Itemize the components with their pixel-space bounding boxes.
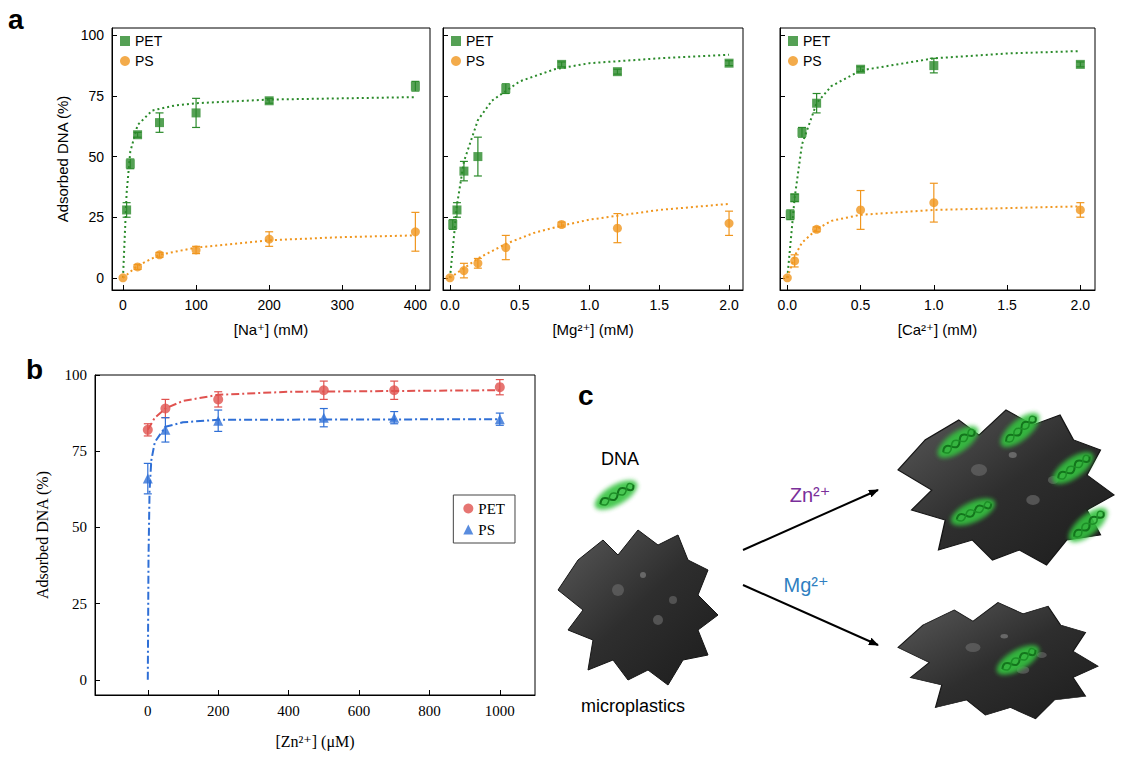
svg-text:PET: PET <box>478 501 505 517</box>
svg-text:75: 75 <box>72 443 87 459</box>
svg-text:100: 100 <box>65 367 88 383</box>
svg-text:2.0: 2.0 <box>719 297 739 313</box>
svg-text:0: 0 <box>80 672 88 688</box>
svg-text:[Na⁺] (mM): [Na⁺] (mM) <box>234 321 309 338</box>
svg-text:400: 400 <box>277 703 300 719</box>
svg-text:200: 200 <box>207 703 230 719</box>
svg-text:1.5: 1.5 <box>650 297 670 313</box>
svg-text:25: 25 <box>88 209 104 225</box>
svg-text:0: 0 <box>119 297 127 313</box>
svg-text:1.0: 1.0 <box>580 297 600 313</box>
svg-text:400: 400 <box>404 297 428 313</box>
svg-text:PET: PET <box>135 33 163 49</box>
svg-text:Adsorbed DNA (%): Adsorbed DNA (%) <box>54 96 71 223</box>
svg-text:DNA: DNA <box>601 449 639 469</box>
svg-text:0: 0 <box>96 270 104 286</box>
svg-text:PS: PS <box>135 53 154 69</box>
svg-text:PET: PET <box>803 33 831 49</box>
svg-text:0.0: 0.0 <box>440 297 460 313</box>
svg-text:1000: 1000 <box>485 703 515 719</box>
svg-text:300: 300 <box>331 297 355 313</box>
svg-text:PS: PS <box>466 53 485 69</box>
svg-text:Adsorbed DNA (%): Adsorbed DNA (%) <box>34 471 52 599</box>
svg-text:[Zn²⁺] (μM): [Zn²⁺] (μM) <box>275 733 354 751</box>
svg-text:PS: PS <box>478 522 495 538</box>
svg-text:800: 800 <box>418 703 441 719</box>
svg-text:microplastics: microplastics <box>581 696 685 716</box>
svg-text:100: 100 <box>184 297 208 313</box>
svg-text:50: 50 <box>72 519 87 535</box>
html-text:b: b <box>26 354 44 385</box>
svg-text:75: 75 <box>88 88 104 104</box>
svg-text:0.5: 0.5 <box>510 297 530 313</box>
svg-text:Mg²⁺: Mg²⁺ <box>784 574 829 596</box>
svg-text:200: 200 <box>257 297 281 313</box>
svg-text:Zn²⁺: Zn²⁺ <box>790 484 831 506</box>
svg-text:PS: PS <box>803 53 822 69</box>
html-text:c: c <box>578 380 594 411</box>
svg-text:25: 25 <box>72 596 87 612</box>
svg-text:100: 100 <box>81 27 105 43</box>
svg-text:[Mg²⁺] (mM): [Mg²⁺] (mM) <box>552 321 633 338</box>
svg-text:0: 0 <box>144 703 152 719</box>
svg-text:0.5: 0.5 <box>851 297 871 313</box>
svg-text:1.5: 1.5 <box>997 297 1017 313</box>
svg-text:0.0: 0.0 <box>778 297 798 313</box>
svg-text:50: 50 <box>88 149 104 165</box>
svg-text:1.0: 1.0 <box>924 297 944 313</box>
svg-text:[Ca²⁺] (mM): [Ca²⁺] (mM) <box>898 321 978 338</box>
svg-text:2.0: 2.0 <box>1071 297 1091 313</box>
svg-text:600: 600 <box>348 703 371 719</box>
svg-text:PET: PET <box>466 33 494 49</box>
html-text:a: a <box>8 4 24 35</box>
